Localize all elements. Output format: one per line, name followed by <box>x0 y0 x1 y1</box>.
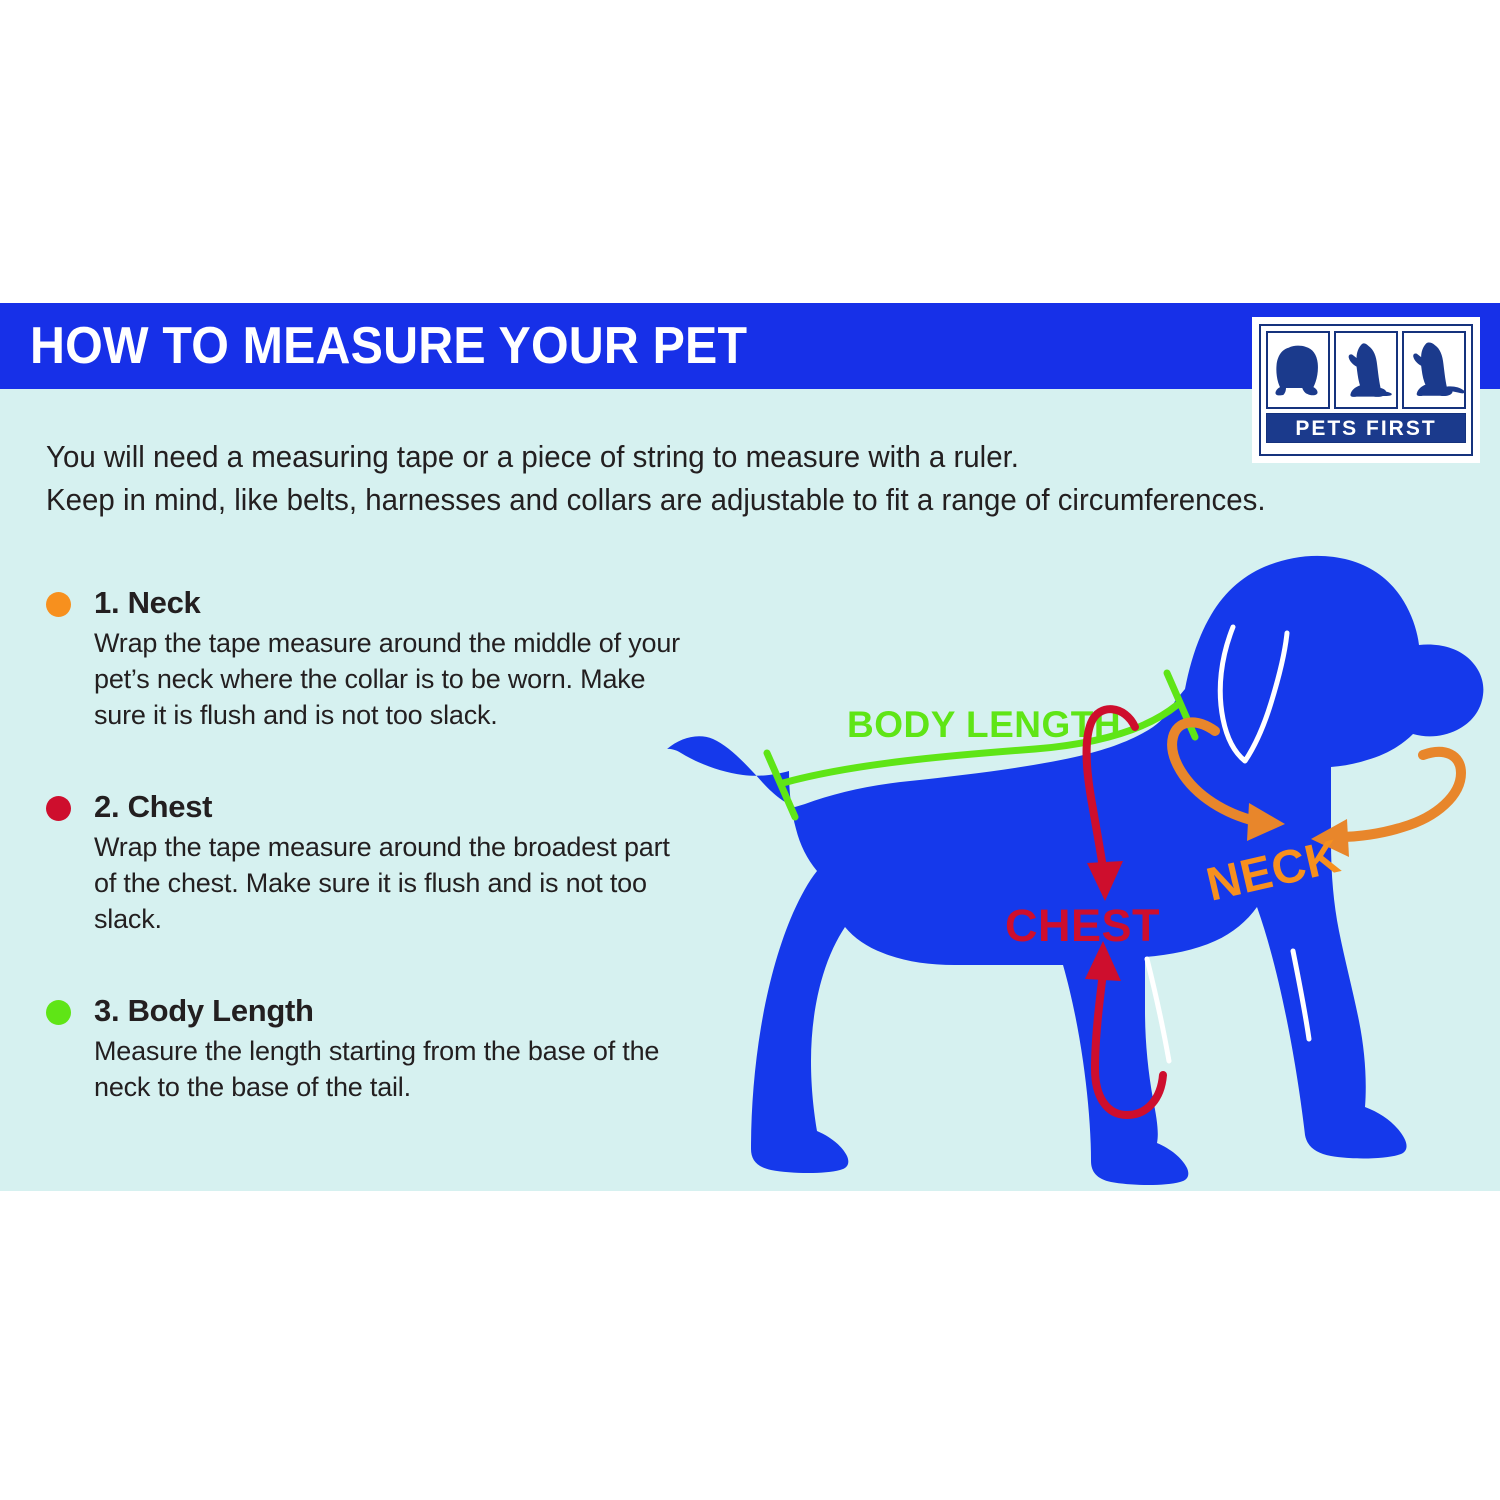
pets-first-logo: PETS FIRST <box>1252 317 1480 463</box>
dog-standing-icon <box>1402 331 1466 409</box>
dog-silhouette-icon <box>667 555 1484 1185</box>
dog-hind-leg-separation <box>1290 948 1312 1042</box>
logo-wordmark-text: PETS FIRST <box>1295 416 1437 440</box>
intro-line-2: Keep in mind, like belts, harnesses and … <box>46 482 1266 517</box>
intro-line-1: You will need a measuring tape or a piec… <box>46 439 1019 474</box>
dog-front-leg-separation <box>1144 956 1172 1064</box>
chest-bullet <box>46 796 71 821</box>
body-length-bullet <box>46 1000 71 1025</box>
step-title-chest: 2. Chest <box>94 789 213 824</box>
step-item-neck: 1. Neck Wrap the tape measure around the… <box>46 585 686 733</box>
step-title-neck: 1. Neck <box>94 585 201 620</box>
step-title-body-length: 3. Body Length <box>94 993 314 1028</box>
intro-text: You will need a measuring tape or a piec… <box>46 435 1336 521</box>
chest-indicator: CHEST <box>1005 705 1167 1120</box>
step-body-neck: Wrap the tape measure around the middle … <box>94 628 680 730</box>
dog-sitting-icon <box>1334 331 1398 409</box>
page-title: HOW TO MEASURE YOUR PET <box>30 317 748 375</box>
step-body-body-length: Measure the length starting from the bas… <box>94 1036 660 1102</box>
dog-measurement-diagram: BODY LENGTH NECK <box>655 541 1495 1186</box>
dog-ear-outline <box>1217 624 1290 764</box>
body-length-label: BODY LENGTH <box>847 704 1121 745</box>
logo-wordmark-box: PETS FIRST <box>1266 413 1466 443</box>
body-length-indicator: BODY LENGTH <box>763 669 1199 821</box>
measurement-steps-list: 1. Neck Wrap the tape measure around the… <box>46 585 686 1161</box>
step-body-chest: Wrap the tape measure around the broades… <box>94 832 670 934</box>
header-bar: HOW TO MEASURE YOUR PET <box>0 303 1500 389</box>
dog-lying-icon <box>1266 331 1330 409</box>
content-panel: HOW TO MEASURE YOUR PET You will need a … <box>0 303 1500 1191</box>
step-item-body-length: 3. Body Length Measure the length starti… <box>46 993 686 1105</box>
neck-bullet <box>46 592 71 617</box>
step-item-chest: 2. Chest Wrap the tape measure around th… <box>46 789 686 937</box>
chest-label: CHEST <box>1005 900 1160 951</box>
